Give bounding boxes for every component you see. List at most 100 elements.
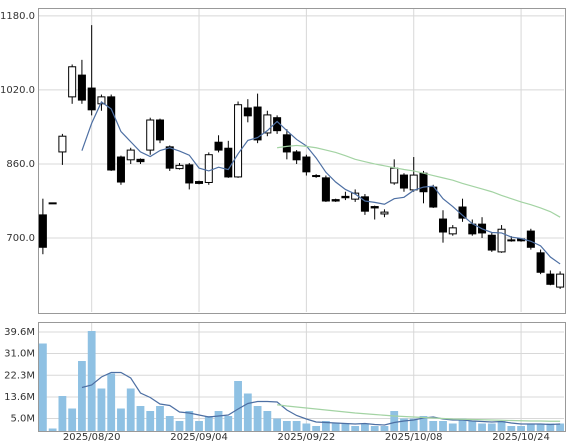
volume-bar [165, 416, 174, 431]
volume-bar [126, 388, 135, 431]
volume-bar [78, 361, 86, 431]
volume-bar [204, 416, 213, 431]
volume-bar [253, 406, 262, 431]
candle-body [536, 252, 545, 273]
volume-bar [526, 423, 535, 431]
price-panel [38, 8, 566, 314]
volume-bar [97, 388, 106, 431]
y-tick-label: 39.6M [4, 327, 35, 338]
y-tick-label: 700.0 [6, 233, 35, 244]
volume-bar [234, 381, 242, 431]
candle-body [370, 206, 379, 209]
candle-body [448, 227, 457, 235]
candle-body [497, 228, 506, 253]
candle-body [546, 273, 555, 285]
candle-body [48, 202, 57, 205]
volume-bar [380, 426, 389, 431]
x-tick-label: 2025/10/24 [492, 432, 550, 443]
x-tick-label: 2025/08/20 [63, 432, 121, 443]
candle-body [116, 156, 125, 183]
volume-bar [195, 421, 203, 431]
candle-body [214, 141, 223, 151]
candle-body [399, 174, 408, 189]
candle-body [146, 119, 155, 151]
candle-body [97, 96, 106, 105]
candle-body [224, 147, 233, 178]
volume-bar [556, 423, 565, 431]
volume-bar [400, 418, 408, 431]
volume-bar [117, 408, 125, 431]
volume-bar [370, 426, 379, 431]
candle-body [155, 119, 165, 141]
volume-bar [468, 421, 477, 431]
volume-bar [497, 421, 506, 431]
candle-body [438, 218, 448, 233]
candle-body [68, 66, 77, 98]
volume-bar [478, 423, 486, 431]
candle-body [136, 158, 145, 163]
volume-bar [390, 411, 399, 431]
candle-body [390, 167, 399, 184]
y-tick-label: 5.0M [10, 414, 35, 425]
candle-body [87, 87, 96, 111]
volume-bar [136, 406, 145, 431]
moving-average-line [81, 371, 561, 426]
candle-body [107, 96, 116, 171]
volume-bar [439, 421, 447, 431]
volume-bar [107, 373, 116, 431]
volume-bar [458, 418, 467, 431]
candle-body [292, 151, 301, 161]
candle-body [175, 164, 184, 170]
y-tick-label: 1180.0 [0, 11, 35, 22]
candle-body [341, 195, 350, 199]
candle-body [243, 107, 252, 117]
volume-panel [38, 322, 566, 432]
volume-bar [68, 408, 77, 431]
candle-body [126, 149, 135, 161]
candle-body [77, 74, 86, 101]
candle-body [185, 164, 194, 184]
volume-bar [175, 421, 184, 431]
candle-body [331, 199, 340, 202]
volume-bar [224, 416, 233, 431]
moving-average-line [277, 144, 561, 218]
volume-bar [409, 418, 418, 431]
candle-body [312, 175, 321, 178]
candle-body [487, 234, 496, 251]
volume-bar [48, 428, 57, 431]
candle-body [360, 196, 369, 212]
volume-bar [282, 421, 291, 431]
volume-bar [517, 426, 525, 431]
volume-bar [351, 426, 360, 431]
candle-body [419, 172, 428, 193]
y-tick-label: 31.0M [4, 349, 35, 360]
volume-bar [487, 423, 496, 431]
volume-bar [448, 423, 457, 431]
volume-bar [185, 411, 194, 431]
moving-average-line [277, 404, 561, 422]
x-tick-label: 2025/09/22 [278, 432, 336, 443]
volume-bar [536, 423, 545, 431]
candle-body [234, 104, 243, 178]
volume-bar [321, 421, 330, 431]
candle-body [302, 156, 311, 173]
candle-body [204, 154, 213, 183]
candle-body [58, 135, 67, 153]
x-tick-label: 2025/09/04 [170, 432, 228, 443]
y-tick-label: 1020.0 [0, 85, 35, 96]
moving-average-line [81, 101, 561, 265]
candle-body [380, 211, 389, 215]
volume-bar [292, 421, 301, 431]
volume-bar [419, 416, 428, 431]
volume-bar [146, 411, 155, 431]
candle-body [253, 106, 262, 141]
volume-bar [546, 423, 555, 431]
candle-body [165, 146, 174, 169]
candle-body [263, 114, 272, 134]
candle-body [507, 239, 516, 242]
volume-bar [361, 423, 369, 431]
volume-bar [156, 406, 164, 431]
x-tick-label: 2025/10/08 [385, 432, 443, 443]
candle-body [282, 134, 291, 153]
